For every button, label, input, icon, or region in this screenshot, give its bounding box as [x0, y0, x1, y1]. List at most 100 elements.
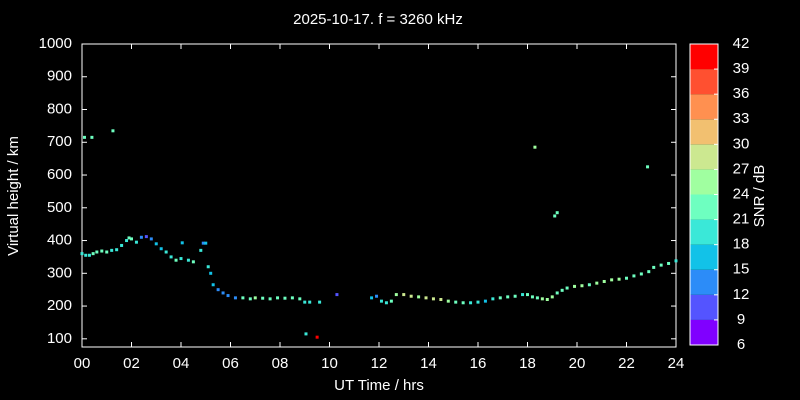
- data-point: [647, 270, 651, 274]
- x-axis-label: UT Time / hrs: [334, 377, 424, 394]
- data-point: [335, 293, 339, 297]
- colorbar-tick-label: 15: [733, 261, 750, 278]
- data-point: [261, 296, 265, 300]
- data-point: [95, 250, 99, 254]
- data-point: [211, 283, 215, 287]
- y-tick-label: 1000: [39, 35, 72, 52]
- data-point: [483, 299, 487, 303]
- x-tick-label: 16: [470, 355, 487, 372]
- x-tick-label: 10: [321, 355, 338, 372]
- data-point: [201, 241, 205, 245]
- data-point: [513, 294, 517, 298]
- colorbar-tick-label: 30: [733, 135, 750, 152]
- data-point: [268, 297, 272, 301]
- data-point: [389, 299, 393, 303]
- x-tick-label: 08: [272, 355, 289, 372]
- data-point: [602, 279, 606, 283]
- y-tick-label: 500: [47, 199, 72, 216]
- y-tick-label: 100: [47, 330, 72, 347]
- data-point: [587, 283, 591, 287]
- data-point: [461, 301, 465, 305]
- data-point: [646, 165, 650, 169]
- data-point: [540, 297, 544, 301]
- data-point: [90, 135, 94, 139]
- data-point: [216, 288, 220, 292]
- chart-title: 2025-10-17. f = 3260 kHz: [293, 11, 463, 28]
- colorbar-segment: [690, 219, 718, 245]
- x-tick-label: 06: [222, 355, 239, 372]
- colorbar-segment: [690, 94, 718, 120]
- x-tick-label: 20: [569, 355, 586, 372]
- colorbar-tick-label: 21: [733, 211, 750, 228]
- colorbar-tick-label: 6: [737, 336, 745, 353]
- data-point: [580, 284, 584, 288]
- colorbar-segment: [690, 269, 718, 295]
- data-point: [530, 295, 534, 299]
- y-tick-label: 700: [47, 133, 72, 150]
- data-point: [80, 252, 84, 256]
- data-point: [209, 271, 213, 275]
- data-point: [553, 214, 557, 218]
- data-point: [402, 293, 406, 297]
- data-point: [394, 293, 398, 297]
- data-point: [110, 248, 114, 252]
- data-point: [439, 298, 443, 302]
- colorbar-tick-label: 9: [737, 311, 745, 328]
- data-point: [610, 278, 614, 282]
- data-point: [652, 265, 656, 269]
- data-point: [226, 294, 230, 298]
- data-point: [134, 240, 138, 244]
- data-point: [186, 258, 190, 262]
- data-point: [174, 258, 178, 262]
- x-tick-label: 02: [123, 355, 140, 372]
- data-point: [199, 248, 203, 252]
- x-tick-label: 22: [618, 355, 635, 372]
- colorbar-segment: [690, 319, 718, 345]
- colorbar-tick-label: 39: [733, 60, 750, 77]
- data-point: [303, 300, 307, 304]
- data-point: [105, 250, 109, 254]
- data-point: [431, 297, 435, 301]
- data-point: [379, 299, 383, 303]
- data-point: [550, 295, 554, 299]
- data-point: [533, 145, 537, 149]
- data-point: [144, 235, 148, 239]
- x-tick-label: 00: [74, 355, 91, 372]
- y-axis-label: Virtual height / km: [5, 136, 22, 256]
- plot-frame: [81, 43, 677, 348]
- x-tick-label: 14: [420, 355, 437, 372]
- data-point: [555, 291, 559, 295]
- data-point: [180, 241, 184, 245]
- data-point: [667, 261, 671, 265]
- data-point: [469, 301, 473, 305]
- data-point: [384, 301, 388, 305]
- data-point: [659, 263, 663, 267]
- x-tick-label: 24: [668, 355, 685, 372]
- data-point: [595, 281, 599, 285]
- data-point: [248, 297, 252, 301]
- data-point: [283, 296, 287, 300]
- data-point: [125, 239, 129, 243]
- data-point: [206, 265, 210, 269]
- colorbar-segment: [690, 119, 718, 145]
- data-point: [304, 332, 308, 336]
- colorbar-tick-label: 18: [733, 236, 750, 253]
- data-point: [82, 135, 86, 139]
- colorbar-label: SNR / dB: [751, 165, 768, 228]
- data-point: [204, 241, 208, 245]
- data-point: [298, 297, 302, 301]
- colorbar-segment: [690, 169, 718, 195]
- data-point: [498, 296, 502, 300]
- y-tick-label: 300: [47, 264, 72, 281]
- colorbar-segment: [690, 244, 718, 270]
- data-point: [139, 235, 143, 239]
- data-point: [491, 297, 495, 301]
- colorbar-segment: [690, 294, 718, 320]
- colorbar-tick-label: 42: [733, 35, 750, 52]
- data-point: [506, 295, 510, 299]
- colorbar-tick-label: 12: [733, 286, 750, 303]
- data-point: [308, 300, 312, 304]
- x-tick-label: 04: [173, 355, 190, 372]
- data-point: [454, 300, 458, 304]
